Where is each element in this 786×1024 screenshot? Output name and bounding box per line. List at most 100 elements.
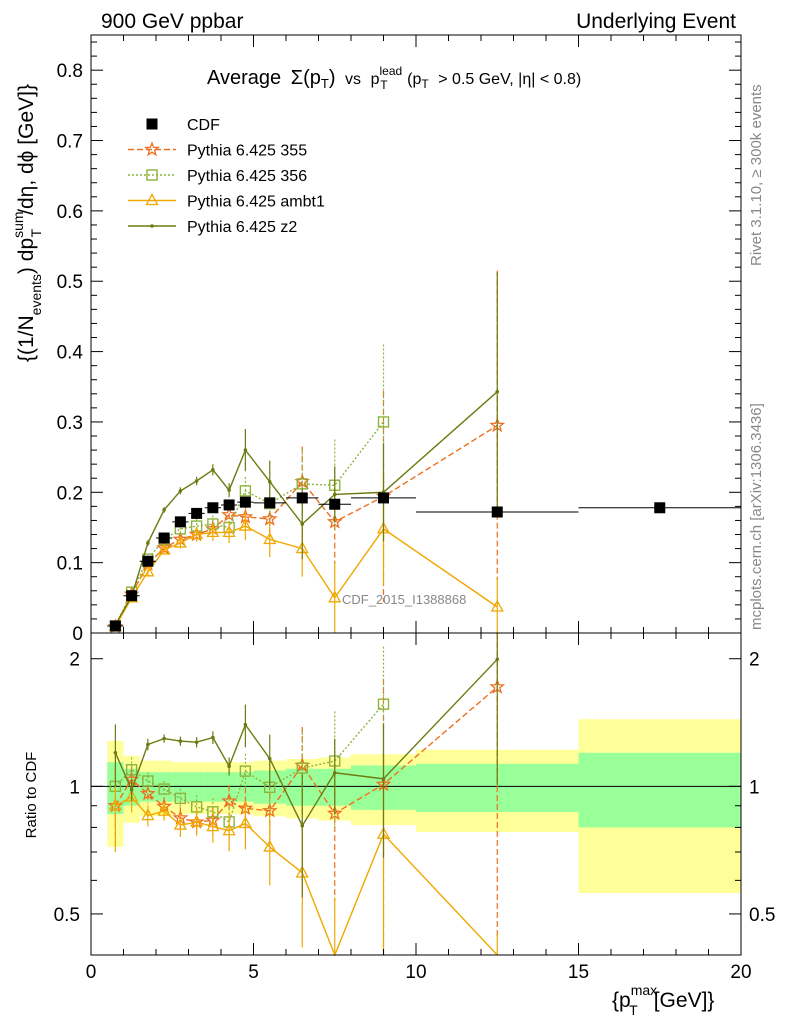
y-tick-label: 0.4 xyxy=(57,343,84,364)
x-tick-label: 0 xyxy=(86,962,97,983)
legend-label: Pythia 6.425 356 xyxy=(187,168,307,185)
z2-point xyxy=(243,448,248,452)
legend-entry-p356: Pythia 6.425 356 xyxy=(128,168,307,185)
z2-point xyxy=(178,489,183,493)
cdf-point xyxy=(654,502,666,514)
series-p356 xyxy=(109,344,390,632)
x-tick-label: 10 xyxy=(405,962,426,983)
ylabel-b: ) dp xyxy=(15,238,38,274)
ambt1-ratio-point xyxy=(125,789,139,802)
ambt1-ratio-point xyxy=(108,798,122,811)
z2-point xyxy=(495,389,500,394)
ratio-tick-label-right: 0.5 xyxy=(749,905,775,926)
title-vs: vs xyxy=(345,71,361,88)
z2-point xyxy=(146,541,150,545)
ratio-z2 xyxy=(113,633,500,898)
legend-entry-cdf: CDF xyxy=(146,117,220,134)
p356-ratio-point xyxy=(142,775,154,787)
cdf-point xyxy=(191,507,203,519)
ylabel-a: {(1/N xyxy=(15,315,38,362)
header-right: Underlying Event xyxy=(576,10,736,33)
legend-entry-p355: Pythia 6.425 355 xyxy=(128,141,307,160)
y-axis-label-top: {(1/Nevents) dpsum T/dη, dϕ [GeV]} xyxy=(10,84,44,362)
cdf-point xyxy=(126,590,138,602)
series-cdf xyxy=(107,492,741,632)
legend: CDF Pythia 6.425 355 Pythia 6.425 356 Pythi… xyxy=(128,117,325,236)
cdf-point xyxy=(158,532,170,544)
z2-ratio-point xyxy=(381,777,386,781)
y-tick-label: 0.7 xyxy=(57,132,83,153)
series-z2 xyxy=(113,272,500,627)
z2-ratio-point xyxy=(267,756,272,761)
ambt1-ratio-point xyxy=(263,839,277,852)
legend-label: CDF xyxy=(187,117,220,134)
y-tick-label: 0 xyxy=(72,624,83,645)
ylabel-c: /dη, dϕ [GeV]} xyxy=(15,84,38,215)
cdf-point xyxy=(109,620,121,632)
series-layer xyxy=(107,270,741,957)
y-axis-label-ratio: Ratio to CDF xyxy=(23,752,40,839)
z2-ratio-line xyxy=(114,658,498,828)
ambt1-ratio-point xyxy=(238,816,252,829)
cdf-point xyxy=(264,497,276,509)
z2-line xyxy=(114,391,498,625)
p355-ratio-point xyxy=(139,785,156,801)
p356-ratio-point xyxy=(125,764,138,776)
xlabel-T: T xyxy=(629,1002,638,1018)
cdf-point xyxy=(142,555,154,567)
ambt1-point xyxy=(222,525,236,538)
p356-point xyxy=(377,416,390,428)
header-left: 900 GeV ppbar xyxy=(101,10,243,33)
legend-label: Pythia 6.425 355 xyxy=(187,143,307,160)
z2-point xyxy=(194,479,199,483)
z2-point xyxy=(267,479,272,484)
x-axis-label: {pmax T [GeV]} xyxy=(612,982,714,1018)
legend-entry-z2: Pythia 6.425 z2 xyxy=(128,219,297,236)
z2-ratio-point xyxy=(178,739,183,743)
z2-ratio-point xyxy=(146,742,150,747)
z2-point xyxy=(300,522,305,526)
ambt1-point xyxy=(173,535,187,548)
ylabel-events: events xyxy=(28,274,44,315)
title-close: ) xyxy=(329,67,336,89)
ambt1-point xyxy=(157,542,171,555)
plot-title: Average Σ(pT) vs plead T (pT > 0.5 GeV, |… xyxy=(207,64,581,94)
series-p355 xyxy=(107,270,506,634)
ratio-tick-label-left: 0.5 xyxy=(54,905,80,926)
xlabel-b: [GeV]} xyxy=(654,989,715,1012)
cdf-point xyxy=(491,506,503,518)
p356-ratio-point xyxy=(158,783,170,795)
cdf-point xyxy=(378,492,389,504)
inner-band-segment xyxy=(204,772,221,802)
z2-ratio-point xyxy=(162,736,166,741)
xlabel-a: {p xyxy=(612,989,631,1012)
cdf-point xyxy=(174,516,186,528)
inner-band-segment xyxy=(172,772,189,802)
ambt1-point xyxy=(490,599,504,612)
x-tick-label: 15 xyxy=(568,962,589,983)
mcplots-label: mcplots.cern.ch [arXiv:1306.3436] xyxy=(748,403,765,630)
rivet-label: Rivet 3.1.10, ≥ 300k events xyxy=(748,84,765,266)
title-lead-sup: lead xyxy=(380,64,403,78)
legend-entry-ambt1: Pythia 6.425 ambt1 xyxy=(128,193,325,211)
z2-ratio-point xyxy=(227,764,231,769)
title-cond: (p xyxy=(407,71,421,88)
title-t-sub2: T xyxy=(380,78,388,92)
cdf-point xyxy=(207,502,219,514)
title-t-sub: T xyxy=(321,76,329,91)
z2-ratio-point xyxy=(495,657,500,662)
title-cond-rest: > 0.5 GeV, |η| < 0.8) xyxy=(438,71,581,88)
title-sigma: Σ(p xyxy=(291,67,321,89)
cdf-point xyxy=(223,499,235,511)
title-average: Average xyxy=(207,67,281,89)
legend-marker xyxy=(144,141,160,157)
ambt1-point xyxy=(328,590,342,603)
ratio-tick-label-right: 1 xyxy=(749,777,760,798)
y-tick-label: 0.6 xyxy=(57,202,83,223)
z2-point xyxy=(332,492,337,497)
ambt1-point xyxy=(141,564,155,577)
z2-ratio-point xyxy=(129,788,134,792)
p356-ratio-point xyxy=(377,698,390,710)
p355-point xyxy=(261,510,278,526)
z2-ratio-point xyxy=(332,770,337,775)
